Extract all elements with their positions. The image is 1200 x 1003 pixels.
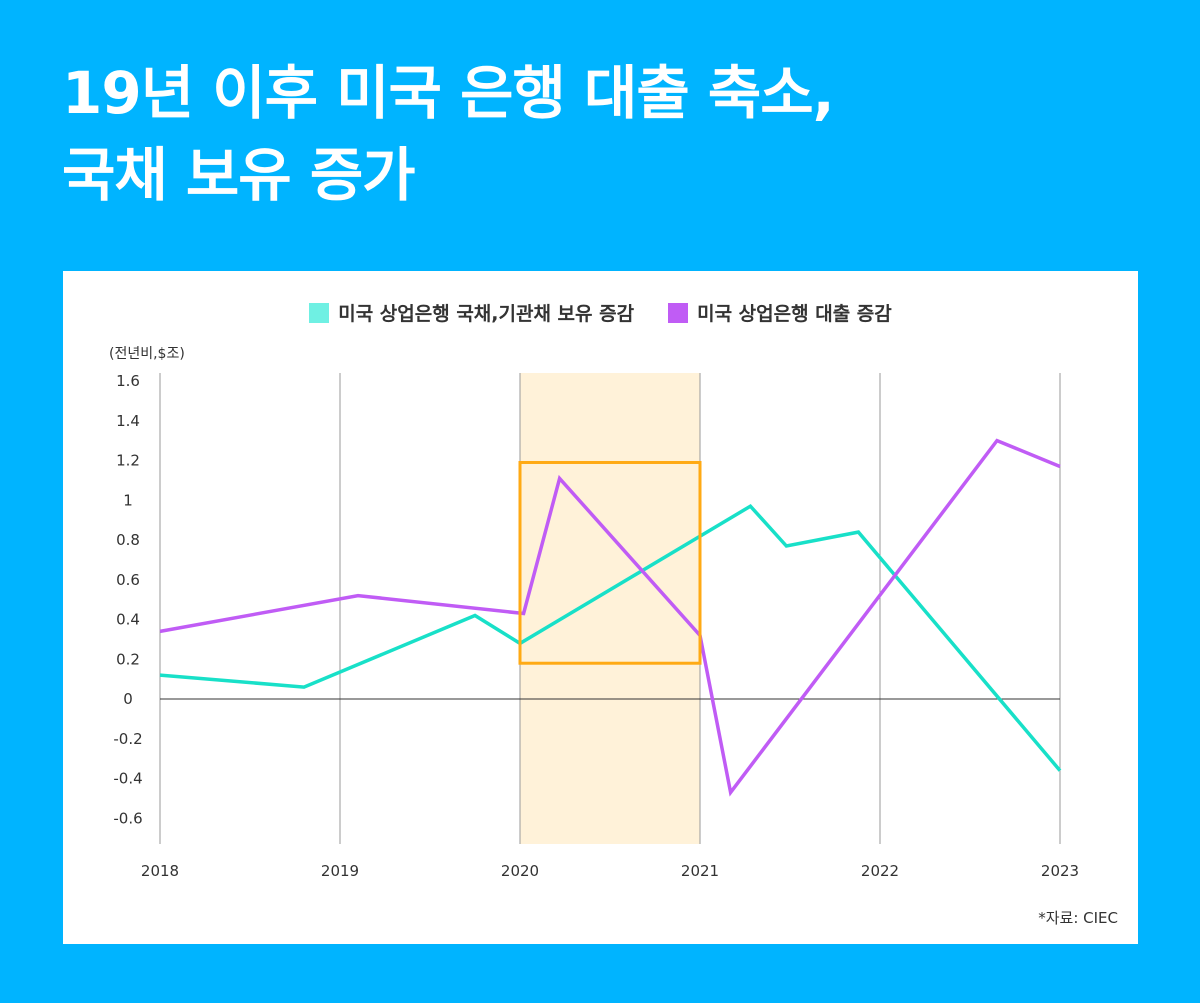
x-tick-label-2019: 2019 bbox=[321, 862, 359, 880]
y-tick-label: 0.4 bbox=[116, 611, 140, 629]
y-tick-label: 1.4 bbox=[116, 412, 140, 430]
x-tick-label-2023: 2023 bbox=[1041, 862, 1079, 880]
legend-item-loans[interactable]: 미국 상업은행 대출 증감 bbox=[668, 299, 892, 326]
legend-label-loans: 미국 상업은행 대출 증감 bbox=[697, 303, 892, 325]
shaded-region-2020 bbox=[520, 373, 700, 844]
y-tick-label: -0.2 bbox=[113, 730, 142, 748]
y-tick-label: 1 bbox=[123, 491, 133, 509]
x-tick-label-2021: 2021 bbox=[681, 862, 719, 880]
legend-swatch-loans bbox=[668, 302, 689, 323]
x-tick-label-2020: 2020 bbox=[501, 862, 539, 880]
legend-item-securities[interactable]: 미국 상업은행 국채,기관채 보유 증감 bbox=[309, 299, 634, 326]
series-line-securities bbox=[159, 503, 1062, 772]
y-tick-label: 1.6 bbox=[116, 372, 140, 390]
x-tick-label-2022: 2022 bbox=[861, 862, 899, 880]
y-tick-label: 0.2 bbox=[116, 650, 140, 668]
legend-swatch-securities bbox=[309, 302, 330, 323]
y-tick-label: 0.8 bbox=[116, 531, 140, 549]
y-tick-label: 0.6 bbox=[116, 571, 140, 589]
highlight-box-2020 bbox=[518, 460, 702, 665]
x-tick-label-2018: 2018 bbox=[141, 862, 179, 880]
page-title: 19년 이후 미국 은행 대출 축소, 국채 보유 증가 bbox=[62, 52, 835, 216]
page-title-line-2: 국채 보유 증가 bbox=[62, 141, 416, 209]
y-tick-label: 0 bbox=[123, 690, 133, 708]
chart-legend: 미국 상업은행 국채,기관채 보유 증감 미국 상업은행 대출 증감 bbox=[63, 299, 1138, 326]
y-tick-label: 1.2 bbox=[116, 452, 140, 470]
source-note: *자료: CIEC bbox=[1038, 909, 1118, 927]
y-tick-label: -0.6 bbox=[113, 809, 142, 827]
y-axis-unit-label: (전년비,$조) bbox=[109, 346, 185, 362]
y-tick-label: -0.4 bbox=[113, 770, 142, 788]
chart-panel: 미국 상업은행 국채,기관채 보유 증감 미국 상업은행 대출 증감 (전년비,… bbox=[63, 271, 1138, 944]
page-title-line-1: 19년 이후 미국 은행 대출 축소, bbox=[62, 59, 835, 127]
legend-label-securities: 미국 상업은행 국채,기관채 보유 증감 bbox=[338, 303, 635, 325]
line-chart: 1.6 1.4 1.2 1 0.8 0.6 0.4 0.2 0 -0.2 -0.4 -0.6 2018 2… bbox=[113, 372, 1079, 880]
series-line-loans bbox=[159, 438, 1061, 797]
